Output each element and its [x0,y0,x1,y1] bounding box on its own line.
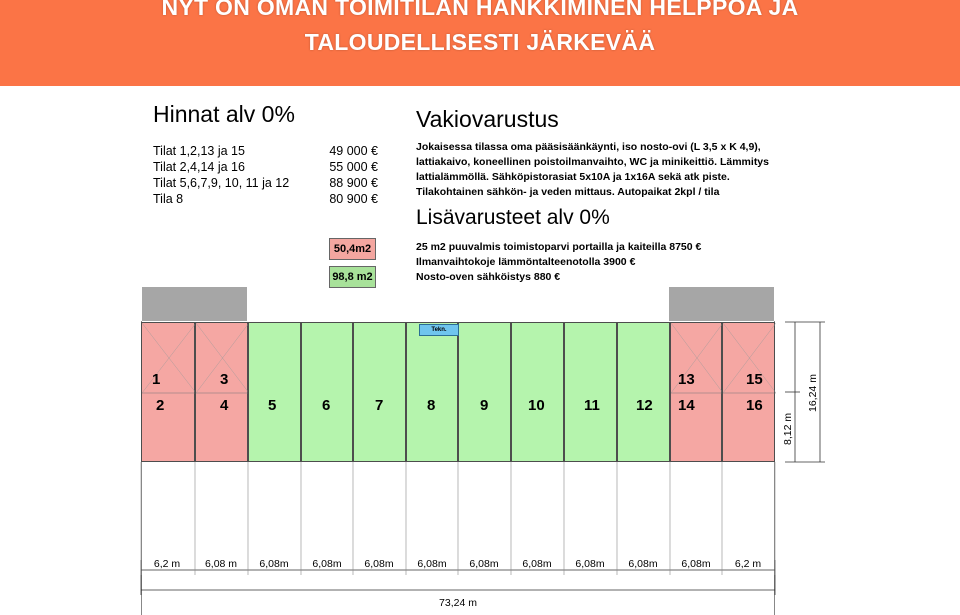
unit-number: 4 [220,397,229,414]
unit-number: 16 [746,397,763,414]
unit-number: 7 [375,397,384,414]
unit-width-label: 6,08m [628,558,658,570]
extra-line: 25 m2 puuvalmis toimistoparvi portailla … [416,241,702,253]
standard-line: lattiakaivo, koneellinen poistoilmanvaih… [416,156,769,168]
price-label: Tilat 5,6,7,9, 10, 11 ja 12 [153,176,290,190]
unit-width-label: 6,08 m [204,558,238,570]
unit-width-label: 6,08m [469,558,499,570]
banner-title-line-2: TALOUDELLISESTI JÄRKEVÄÄ [304,29,656,55]
price-value: 80 900 € [329,192,378,206]
neighbor-building-left [142,287,247,321]
header-banner: NYT ON OMAN TOIMITILAN HANKKIMINEN HELPP… [0,0,960,86]
unit-space [617,322,670,462]
standard-title: Vakiovarustus [416,106,559,132]
tekn-room: Tekn. [419,324,459,336]
unit-number: 3 [220,371,229,388]
neighbor-building-right [669,287,774,321]
price-value: 49 000 € [329,144,378,158]
depth-half-label: 8,12 m [782,412,794,445]
unit-width-label: 6,08m [575,558,605,570]
unit-number: 11 [584,397,600,414]
unit-number: 12 [636,397,653,414]
unit-space [670,322,723,462]
standard-line: Tilakohtainen sähkön- ja veden mittaus. … [416,186,720,198]
extras-title: Lisävarusteet alv 0% [416,206,610,229]
unit-space [141,322,196,462]
unit-number: 8 [427,397,436,414]
unit-space [564,322,617,462]
unit-width-label: 6,08m [364,558,394,570]
unit-number: 10 [528,397,545,414]
price-row: Tilat 5,6,7,9, 10, 11 ja 12 88 900 € [153,176,378,190]
yard-area [141,321,775,615]
prices-title: Hinnat alv 0% [153,101,295,127]
extra-line: Ilmanvaihtokoje lämmöntalteenotolla 3900… [416,256,636,268]
standard-line: lattialämmöllä. Sähköpistorasiat 5x10A j… [416,171,730,183]
extra-line: Nosto-oven sähköistys 880 € [416,271,561,283]
unit-number: 14 [678,397,695,414]
unit-space [406,322,458,462]
unit-number: 1 [152,371,161,388]
unit-space [195,322,249,462]
unit-number: 5 [268,397,277,414]
unit-width-label: 6,08m [522,558,552,570]
total-width-label: 73,24 m [439,597,477,609]
unit-width-label: 6,08m [681,558,711,570]
price-row: Tila 8 80 900 € [153,192,378,206]
price-value: 55 000 € [329,160,378,174]
standard-line: Jokaisessa tilassa oma pääsisäänkäynti, … [416,141,761,153]
unit-divider-lines [671,323,723,394]
price-label: Tila 8 [153,192,184,206]
unit-width-label: 6,08m [417,558,447,570]
unit-width-label: 6,08m [259,558,289,570]
unit-number: 9 [480,397,489,414]
area-large-legend: 98,8 m2 [329,266,376,288]
unit-number: 2 [156,397,165,414]
area-small-legend: 50,4m2 [329,238,376,260]
price-label: Tilat 1,2,13 ja 15 [153,144,245,158]
unit-space [458,322,511,462]
unit-divider-lines [142,323,196,394]
unit-space [353,322,406,462]
unit-space [301,322,353,462]
unit-number: 13 [678,371,695,388]
price-value: 88 900 € [329,176,378,190]
price-label: Tilat 2,4,14 ja 16 [153,160,245,174]
unit-number: 6 [322,397,331,414]
unit-divider-lines [196,323,249,394]
unit-divider-lines [723,323,776,394]
unit-width-label: 6,2 m [734,558,762,570]
banner-title-line-1: NYT ON OMAN TOIMITILAN HANKKIMINEN HELPP… [161,0,799,20]
unit-number: 15 [746,371,763,388]
depth-full-label: 16,24 m [807,374,819,412]
unit-space [511,322,564,462]
price-row: Tilat 2,4,14 ja 16 55 000 € [153,160,378,174]
unit-space [722,322,776,462]
price-row: Tilat 1,2,13 ja 15 49 000 € [153,144,378,158]
unit-space [248,322,301,462]
unit-width-label: 6,08m [312,558,342,570]
unit-width-label: 6,2 m [153,558,181,570]
